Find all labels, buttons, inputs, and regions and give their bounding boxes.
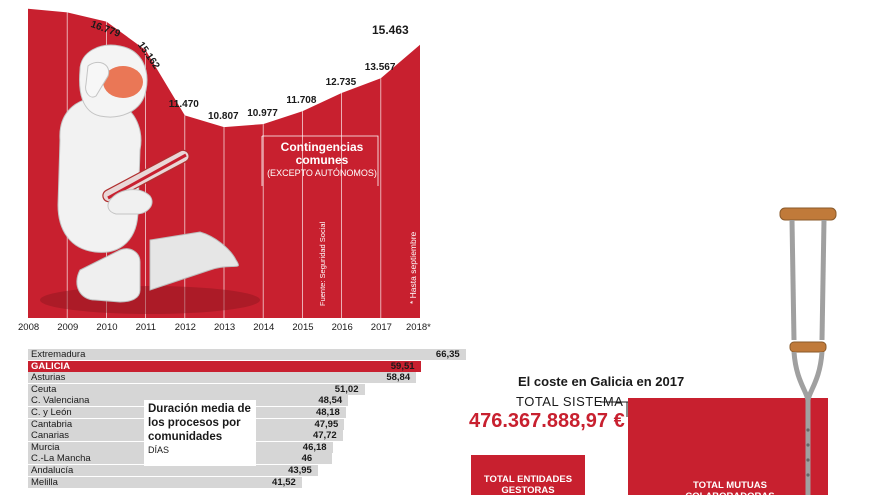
bar <box>28 465 319 476</box>
bar <box>28 476 303 488</box>
bar-category-label: Asturias <box>31 372 66 384</box>
bar-row: Ceuta 51,02 <box>28 383 405 395</box>
coste-title: El coste en Galicia en 2017 <box>518 374 685 389</box>
bar-category-label: C. y León <box>31 407 72 418</box>
bar-value-label: 51,02 <box>334 383 359 395</box>
value-label: 11.470 <box>168 99 199 111</box>
year-label: 2014 <box>253 322 275 333</box>
bar-value-label: 41,52 <box>272 476 296 488</box>
bar-value-label: 59,51 <box>390 360 415 372</box>
year-label: 2008 <box>18 322 40 333</box>
year-label: 2009 <box>57 322 79 333</box>
bar-chart-title-box: Duración media de los procesos por comun… <box>144 400 256 466</box>
value-label: 10.977 <box>247 108 278 120</box>
bar <box>28 372 417 384</box>
bar-value-label: 46,18 <box>302 441 327 453</box>
bar-row: Extremadura 66,35 <box>28 349 506 360</box>
bar-category-label: Cantabria <box>31 418 73 430</box>
bar-value-label: 47,95 <box>314 418 339 430</box>
crutch-illustration <box>779 207 837 495</box>
bar-category-label: Murcia <box>31 441 60 453</box>
bar-chart-title: Duración media de los procesos por comun… <box>148 403 251 443</box>
value-label: 12.735 <box>325 77 357 88</box>
bar-category-label: Andalucía <box>31 465 74 476</box>
footnote: * Hasta septiembre <box>408 231 418 304</box>
bar-value-label: 66,35 <box>435 349 460 360</box>
bar-category-label: C. Valenciana <box>31 395 90 407</box>
value-label: 11.708 <box>286 95 317 107</box>
bar-value-label: 43,95 <box>288 465 312 476</box>
year-label: 2017 <box>370 322 392 333</box>
bar-category-label: Ceuta <box>31 383 57 395</box>
bar-category-label: GALICIA <box>31 360 71 372</box>
year-label: 2015 <box>292 322 314 333</box>
value-label: 15.463 <box>372 22 409 37</box>
year-label: 2013 <box>214 322 236 333</box>
year-label: 2011 <box>135 322 157 333</box>
bar-category-label: C.-La Mancha <box>31 453 91 465</box>
sick-figure-illustration <box>40 44 260 314</box>
entidades-gestoras-block <box>471 455 585 495</box>
bar-row: Asturias 58,84 <box>28 372 456 384</box>
annotation-bracket <box>261 135 379 186</box>
bar-value-label: 46 <box>301 453 313 465</box>
bar-category-label: Extremadura <box>31 349 86 360</box>
bar-category-label: Melilla <box>31 476 58 488</box>
bar-category-label: Canarias <box>31 430 70 442</box>
entidades-gestoras-label: TOTAL ENTIDADES GESTORAS <box>483 474 573 496</box>
bar-value-label: 48,54 <box>318 395 343 407</box>
year-label: 2010 <box>96 322 118 333</box>
bar <box>28 383 365 395</box>
bar-value-label: 48,18 <box>315 407 340 418</box>
bar-value-label: 47,72 <box>312 430 337 442</box>
bar-row: GALICIA 59,51 <box>28 360 461 372</box>
bar-chart-unit: DÍAS <box>148 445 170 455</box>
bar-row: Melilla 41,52 <box>28 476 342 488</box>
year-label: 2016 <box>331 322 353 333</box>
area-chart-title: medio de incapacidades temporales al mes… <box>169 0 431 33</box>
bar <box>28 360 421 372</box>
bar <box>28 349 466 360</box>
total-sistema-value: 476.367.888,97 € <box>469 410 625 432</box>
value-label: 10.807 <box>208 111 239 123</box>
annotation-subtitle: (EXCEPTO AUTÓNOMOS) <box>267 168 377 178</box>
bar-value-label: 58,84 <box>386 372 411 384</box>
year-label: 2012 <box>174 322 196 333</box>
value-label: 13.567 <box>364 62 396 74</box>
total-sistema-label: TOTAL SISTEMA <box>516 394 624 409</box>
mutuas-colaboradoras-block <box>628 398 828 495</box>
year-label: 2018* <box>406 322 431 333</box>
bar-row: Andalucía 43,95 <box>28 465 358 476</box>
annotation-title: Contingencias comunes <box>280 140 364 167</box>
total-connector <box>600 401 628 417</box>
source-note: Fuente: Seguridad Social <box>318 221 327 306</box>
